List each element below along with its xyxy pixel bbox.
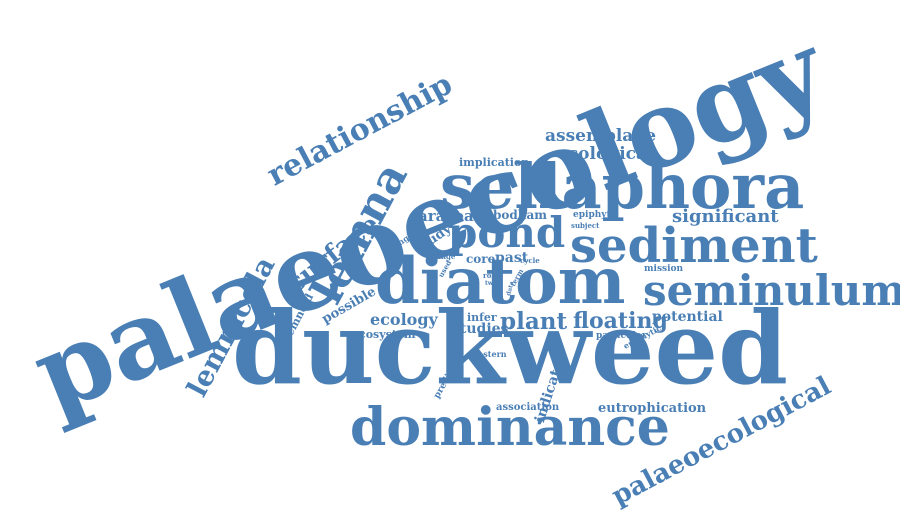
word-sellaphora: sellaphora	[440, 150, 805, 223]
word-sediment: sediment	[570, 218, 818, 274]
word-subject: subject	[571, 221, 600, 230]
word-mission: mission	[644, 264, 684, 274]
word-duckweed: duckweed	[232, 289, 789, 407]
word-epiphyte: epiphyte	[573, 210, 617, 220]
word-ecosystem: ecosystem	[352, 328, 416, 341]
word-floating: floating	[573, 308, 668, 334]
word-potential: potential	[652, 309, 723, 325]
word-diatom: diatom	[375, 244, 626, 319]
word-past: past	[495, 250, 529, 266]
word-ecology: ecology	[370, 310, 438, 329]
word-eutrophication: eutrophication	[598, 401, 707, 416]
word-bodham: bodham	[493, 208, 547, 222]
word-plant: plant	[500, 308, 568, 335]
word-association: association	[496, 402, 560, 413]
word-roll: roll	[483, 271, 497, 280]
word-studies: studies	[452, 321, 509, 337]
word-ecological: ecological	[557, 144, 654, 164]
word-araceae: araceae	[418, 207, 484, 225]
word-infer: infer	[467, 311, 497, 324]
word-eastern: eastern	[473, 349, 507, 359]
word-seminulum: seminulum	[643, 266, 900, 315]
word-significant: significant	[672, 206, 779, 227]
word-dominance: dominance	[350, 397, 670, 458]
word-change: change	[427, 252, 456, 261]
word-two: two	[485, 280, 497, 287]
word-core: core	[466, 252, 496, 266]
word-assemblage: assemblage	[545, 126, 657, 146]
word-pond: pond	[448, 208, 566, 257]
word-particular: particular	[596, 331, 647, 341]
word-implication: implication	[459, 156, 530, 169]
word-cycle: cycle	[520, 256, 540, 265]
